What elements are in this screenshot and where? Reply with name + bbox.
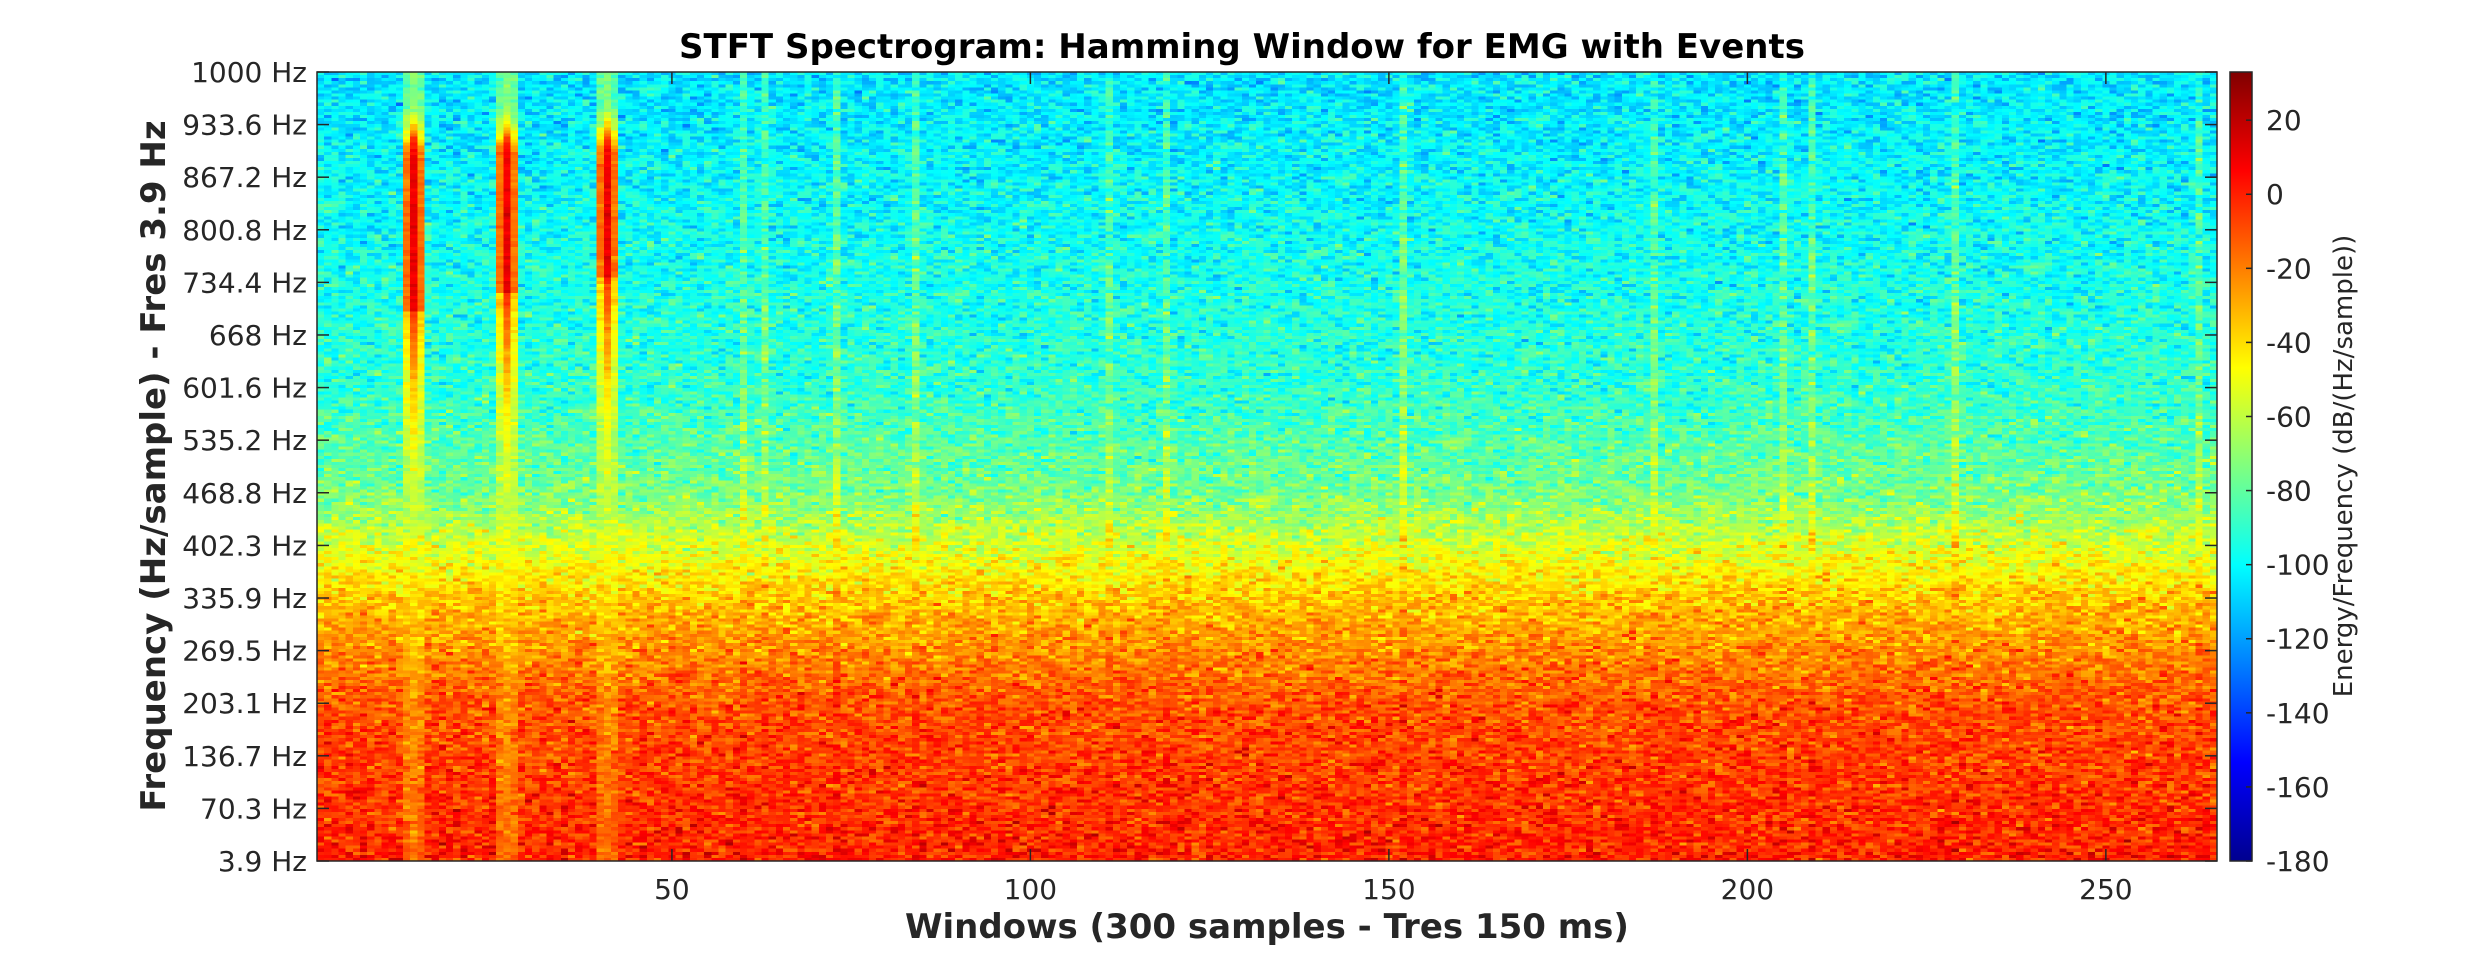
- y-tick-label: 601.6 Hz: [182, 372, 307, 405]
- y-tick-label: 402.3 Hz: [182, 529, 307, 562]
- colorbar-tick-label: 20: [2266, 104, 2302, 137]
- plot-area: [316, 71, 2218, 862]
- y-tick-label: 3.9 Hz: [218, 845, 307, 878]
- colorbar: 20 0 -20 -40 -60 -80 -100 -120 -140 -160 -180 Ener…: [2229, 71, 2359, 878]
- x-tick-label: 200: [1721, 873, 1774, 906]
- colorbar-tick-label: -100: [2266, 549, 2330, 582]
- y-tick-label: 933.6 Hz: [182, 109, 307, 142]
- colorbar-tick-label: 0: [2266, 178, 2284, 211]
- y-tick-label: 535.2 Hz: [182, 424, 307, 457]
- y-axis-label: Frequency (Hz/sample) - Fres 3.9 Hz: [134, 120, 174, 811]
- x-tick-label: 50: [654, 873, 690, 906]
- x-axis-label: Windows (300 samples - Tres 150 ms): [905, 907, 1629, 947]
- x-tick-label: 250: [2079, 873, 2132, 906]
- y-tick-label: 867.2 Hz: [182, 161, 307, 194]
- y-axis-ticks: 3.9 Hz 70.3 Hz 136.7 Hz 203.1 Hz 269.5 Hz 335…: [182, 56, 2217, 878]
- colorbar-tick-label: -20: [2266, 252, 2312, 285]
- y-tick-label: 70.3 Hz: [200, 792, 307, 825]
- chart-title: STFT Spectrogram: Hamming Window for EMG…: [679, 27, 1805, 67]
- colorbar-label: Energy/Frequency (dB/(Hz/sample)): [2329, 235, 2359, 698]
- y-tick-label: 269.5 Hz: [182, 635, 307, 668]
- y-tick-label: 203.1 Hz: [182, 687, 307, 720]
- colorbar-tick-label: -60: [2266, 400, 2312, 433]
- y-tick-label: 800.8 Hz: [182, 214, 307, 247]
- colorbar-tick-label: -80: [2266, 475, 2312, 508]
- colorbar-ticks: 20 0 -20 -40 -60 -80 -100 -120 -140 -160 -180: [2246, 104, 2330, 878]
- y-tick-label: 335.9 Hz: [182, 582, 307, 615]
- x-axis-ticks: 50 100 150 200 250: [654, 72, 2133, 906]
- spectrogram-heatmap: [317, 72, 2217, 861]
- x-tick-label: 100: [1004, 873, 1057, 906]
- colorbar-tick-label: -40: [2266, 326, 2312, 359]
- y-tick-label: 136.7 Hz: [182, 740, 307, 773]
- y-tick-label: 1000 Hz: [191, 56, 307, 89]
- colorbar-tick-label: -140: [2266, 697, 2330, 730]
- x-tick-label: 150: [1362, 873, 1415, 906]
- colorbar-tick-label: -160: [2266, 771, 2330, 804]
- colorbar-gradient: [2229, 71, 2253, 862]
- y-tick-label: 668 Hz: [209, 319, 307, 352]
- y-tick-label: 734.4 Hz: [182, 266, 307, 299]
- colorbar-tick-label: -180: [2266, 845, 2330, 878]
- plot-frame: [316, 71, 2218, 862]
- y-tick-label: 468.8 Hz: [182, 477, 307, 510]
- colorbar-tick-label: -120: [2266, 623, 2330, 656]
